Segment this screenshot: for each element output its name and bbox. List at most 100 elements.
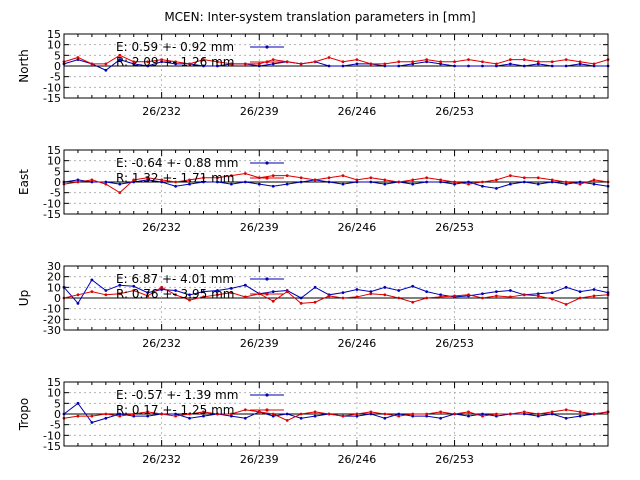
data-point-e (522, 180, 526, 184)
y-axis-label: North (17, 49, 31, 83)
series-line-e (63, 59, 608, 71)
data-point-r (383, 412, 387, 416)
data-point-r (369, 410, 373, 414)
data-point-r (425, 412, 429, 416)
data-point-e (146, 178, 150, 182)
legend-label-r: R: 0.76 +- 3.95 mm (116, 287, 234, 301)
data-point-e (202, 180, 205, 184)
data-point-e (508, 289, 512, 292)
data-point-r (76, 293, 80, 297)
data-point-r (188, 62, 191, 66)
data-point-r (313, 60, 317, 64)
data-point-r (383, 293, 387, 297)
y-tick-label: -5 (50, 187, 61, 200)
data-point-e (467, 180, 470, 184)
data-point-e (327, 64, 331, 68)
legend-label-e: E: -0.64 +- 0.88 mm (116, 156, 238, 170)
legend-marker-e (265, 393, 269, 397)
data-point-e (508, 62, 512, 66)
x-tick-label: 26/246 (338, 453, 377, 466)
data-point-e (397, 289, 401, 292)
data-point-r (355, 178, 359, 182)
data-point-r (104, 62, 108, 66)
data-point-r (522, 293, 526, 297)
data-point-e (383, 182, 387, 186)
data-point-e (118, 58, 122, 61)
data-point-e (118, 412, 122, 416)
data-point-e (216, 180, 219, 184)
data-point-e (425, 290, 429, 293)
data-point-r (243, 62, 247, 66)
data-point-r (550, 297, 554, 301)
data-point-r (90, 62, 94, 66)
data-point-r (132, 178, 136, 182)
legend-label-r: R: 0.17 +- 1.25 mm (116, 403, 234, 417)
data-point-r (439, 410, 443, 414)
data-point-e (202, 64, 205, 68)
data-point-r (202, 176, 205, 180)
data-point-e (495, 414, 498, 418)
series-line-r (63, 172, 609, 194)
x-tick-label: 26/232 (142, 453, 181, 466)
data-point-r (495, 178, 498, 182)
series-line-r (63, 286, 609, 305)
data-point-e (271, 62, 275, 66)
data-point-r (495, 294, 498, 298)
data-point-e (536, 62, 540, 66)
data-point-r (229, 174, 233, 178)
data-point-r (592, 294, 596, 298)
y-tick-label: 10 (47, 281, 61, 294)
y-tick-label: 30 (47, 260, 61, 273)
data-point-r (299, 412, 303, 416)
y-axis-label: Tropo (17, 398, 31, 432)
data-point-r (355, 412, 359, 416)
data-point-r (453, 412, 456, 416)
y-tick-label: -10 (43, 429, 61, 442)
data-point-r (216, 176, 219, 180)
data-point-r (411, 300, 415, 304)
data-point-r (508, 412, 512, 416)
y-tick-label: 20 (47, 271, 61, 284)
y-tick-label: 0 (54, 408, 61, 421)
data-point-e (299, 180, 303, 184)
data-point-r (481, 414, 484, 418)
x-tick-label: 26/253 (435, 105, 474, 118)
plot-frame (63, 33, 609, 99)
data-point-r (411, 178, 415, 182)
legend-label-r: R: 1.32 +- 1.71 mm (116, 171, 234, 185)
data-point-r (578, 182, 582, 186)
data-point-r (146, 60, 150, 64)
x-tick-label: 26/246 (338, 337, 377, 350)
data-point-e (453, 64, 456, 68)
data-point-r (146, 294, 150, 298)
data-point-r (104, 182, 108, 186)
data-point-e (341, 182, 345, 186)
data-point-r (467, 293, 470, 297)
data-point-r (299, 301, 303, 305)
data-point-e (481, 412, 484, 416)
data-point-r (271, 174, 275, 178)
y-tick-label: 0 (54, 292, 61, 305)
data-point-r (467, 182, 470, 186)
data-point-r (90, 414, 94, 418)
data-point-e (578, 290, 582, 293)
y-tick-label: 15 (47, 144, 61, 157)
data-point-e (118, 182, 122, 186)
legend-label-e: E: 0.59 +- 0.92 mm (116, 40, 234, 54)
data-point-e (313, 285, 317, 289)
y-tick-label: -5 (50, 419, 61, 432)
data-point-e (369, 180, 373, 184)
data-point-e (578, 414, 582, 418)
data-point-r (327, 56, 331, 59)
data-point-e (481, 292, 484, 296)
data-point-e (411, 62, 415, 66)
data-point-e (132, 414, 136, 418)
x-tick-label: 26/253 (435, 453, 474, 466)
panel-north: E: 0.59 +- 0.92 mmR: 2.09 +- 1.26 mm 1510… (17, 28, 610, 118)
data-point-e (355, 180, 359, 184)
data-point-e (160, 60, 164, 64)
data-point-e (369, 290, 373, 293)
data-point-e (271, 414, 275, 418)
data-point-e (592, 182, 596, 186)
data-point-r (495, 412, 498, 416)
